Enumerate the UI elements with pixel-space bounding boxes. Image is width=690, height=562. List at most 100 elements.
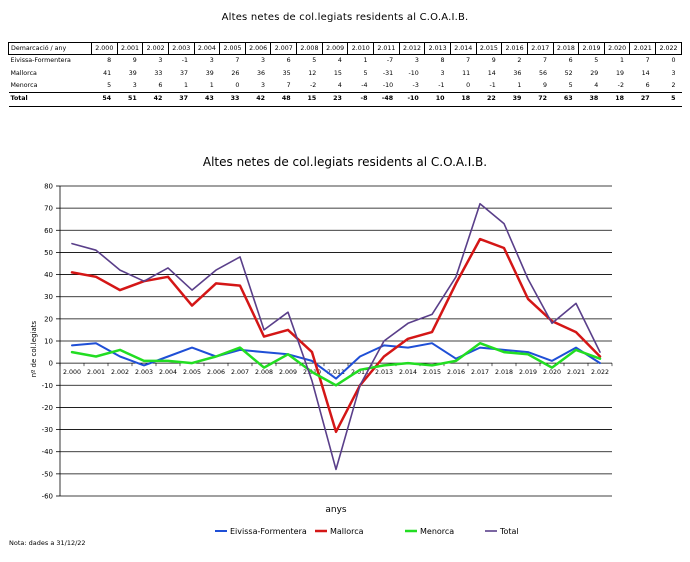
x-tick-label: 2.019 (519, 369, 537, 376)
table-total-cell: -48 (373, 92, 400, 107)
table-cell: 4 (337, 57, 342, 65)
table-cell: 26 (231, 69, 240, 77)
x-tick-label: 2.001 (87, 369, 105, 376)
x-tick-label: 2.009 (279, 369, 297, 376)
table-header-year: 2.010 (347, 42, 375, 55)
table-cell: 1 (619, 57, 624, 65)
table-header-year: 2.007 (270, 42, 298, 55)
table-header-year: 2.013 (424, 42, 451, 55)
table-cell: -1 (489, 81, 496, 89)
table-header-year: 2.004 (193, 42, 221, 55)
table-cell: 35 (282, 69, 291, 77)
table-header-year: 2.012 (398, 42, 426, 55)
table-cell: 2 (517, 57, 522, 65)
table-cell: 15 (333, 69, 342, 77)
chart-title: Altes netes de col.legiats residents al … (203, 155, 487, 169)
y-tick-label: 50 (44, 249, 53, 257)
table-total-cell: 10 (424, 92, 451, 107)
y-tick-label: 70 (44, 205, 53, 213)
table-total-cell: 18 (450, 92, 477, 107)
table-total-cell: 18 (604, 92, 630, 107)
y-tick-label: 30 (44, 293, 53, 301)
table-cell: 5 (363, 69, 368, 77)
table-cell: -10 (408, 69, 419, 77)
table-cell: 3 (260, 57, 265, 65)
table-cell: 1 (363, 57, 368, 65)
table-cell: 5 (312, 57, 317, 65)
table-cell: -10 (382, 81, 394, 89)
table-cell: 6 (286, 57, 291, 65)
series-line-mallorca (70, 237, 602, 434)
legend-label: Menorca (420, 527, 454, 536)
table-row-label: Eivissa-Formentera (10, 57, 71, 65)
table-row-label: Mallorca (10, 69, 37, 77)
y-tick-label: -30 (42, 426, 53, 434)
table-cell: 14 (641, 69, 650, 77)
table-cell: 7 (543, 57, 548, 65)
legend-label: Eivissa-Formentera (230, 527, 307, 536)
y-tick-label: 10 (44, 338, 53, 346)
table-cell: 0 (671, 57, 676, 65)
x-tick-label: 2.017 (471, 369, 489, 376)
x-tick-label: 2.018 (495, 369, 513, 376)
x-tick-label: 2.022 (591, 369, 609, 376)
table-cell: 0 (466, 81, 471, 89)
table-total-cell: 63 (553, 92, 579, 107)
table-total-cell: 43 (194, 92, 220, 107)
table-cell: 29 (590, 69, 599, 77)
table-total-cell: 51 (117, 92, 143, 107)
y-tick-label: 60 (44, 227, 53, 235)
table-cell: 3 (158, 57, 163, 65)
x-tick-label: 2.021 (567, 369, 585, 376)
table-row-label: Menorca (10, 81, 38, 89)
table-total-cell: 22 (476, 92, 502, 107)
table-cell: 9 (132, 57, 137, 65)
table-total-cell: -10 (399, 92, 425, 107)
table-header-year: 2.019 (578, 42, 605, 55)
x-tick-label: 2.003 (135, 369, 153, 376)
y-tick-label: -20 (42, 404, 53, 412)
y-tick-label: 80 (44, 183, 53, 191)
y-tick-label: -40 (42, 448, 53, 456)
document-title: Altes netes de col.legiats residents al … (221, 12, 469, 23)
line-chart: Altes netes de col.legiats residents al … (9, 155, 613, 547)
table-cell: 52 (564, 69, 573, 77)
table-header-year: 2.000 (91, 42, 118, 55)
table-header-year: 2.002 (142, 42, 169, 55)
table-cell: 3 (260, 81, 265, 89)
table-cell: 4 (337, 81, 342, 89)
table-cell: -1 (438, 81, 445, 89)
table-header-year: 2.008 (296, 42, 323, 55)
table-cell: 39 (205, 69, 214, 77)
table-total-cell: 42 (245, 92, 271, 107)
table-total-cell: 33 (219, 92, 246, 107)
x-tick-label: 2.020 (543, 369, 561, 376)
table-total-cell: -8 (347, 92, 374, 107)
table-total-cell: 48 (270, 92, 297, 107)
table-total-cell: 39 (501, 92, 528, 107)
table-cell: -2 (617, 81, 624, 89)
table-cell: 12 (308, 69, 317, 77)
table-header-row: Demarcació / any 2.000 2.001 2.002 2.003 2.00… (8, 42, 682, 55)
table-header-label: Demarcació / any (8, 42, 92, 55)
table-cell: 5 (568, 81, 573, 89)
data-table: Demarcació / any 2.000 2.001 2.002 2.003 2.00… (8, 42, 682, 107)
table-cell: -4 (361, 81, 368, 89)
x-tick-label: 2.002 (111, 369, 129, 376)
table-header-year: 2.014 (449, 42, 477, 55)
table-cell: 36 (513, 69, 522, 77)
table-header-year: 2.009 (321, 42, 349, 55)
table-cell: 5 (594, 57, 599, 65)
table-cell: 6 (645, 81, 650, 89)
table-cell: 37 (180, 69, 189, 77)
table-cell: 1 (209, 81, 214, 89)
table-cell: 0 (235, 81, 240, 89)
table-cell: 3 (209, 57, 214, 65)
table-row: Mallorca 41 39 33 37 39 26 36 35 12 15 5 -31 -10 3 11 14… (9, 67, 682, 79)
table-cell: 9 (543, 81, 548, 89)
y-axis-label: nº de col.legiats (30, 321, 38, 378)
series-line-eivissa-formentera (71, 342, 601, 380)
table-cell: 6 (568, 57, 573, 65)
x-tick-label: 2.014 (399, 369, 417, 376)
table-cell: 39 (128, 69, 137, 77)
